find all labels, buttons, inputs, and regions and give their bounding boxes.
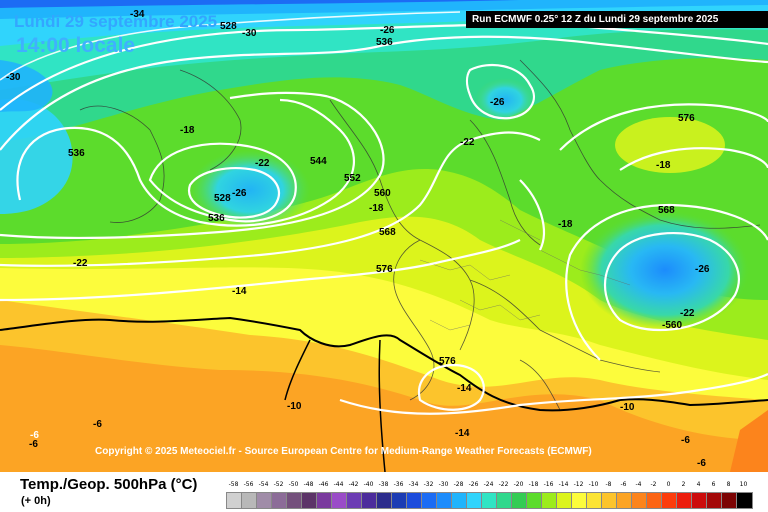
scale-tick-label: -38: [378, 481, 389, 488]
scale-tick-label: -14: [558, 481, 569, 488]
legend-title: Temp./Geop. 500hPa (°C): [20, 476, 198, 493]
legend-subtitle: (+ 0h): [21, 495, 51, 507]
map-label: 560: [374, 188, 391, 199]
map-label: -14: [457, 383, 472, 394]
model-run-info: Run ECMWF 0.25° 12 Z du Lundi 29 septemb…: [466, 11, 768, 28]
map-label: 576: [439, 356, 456, 367]
scale-tick-label: -48: [303, 481, 314, 488]
map-label: -6: [697, 458, 706, 469]
africa-coastline: [0, 316, 768, 412]
geopotential-contours: [0, 23, 768, 415]
map-label: -22: [255, 158, 270, 169]
map-label: -6: [93, 419, 102, 430]
map-label: -18: [180, 125, 195, 136]
scale-swatch: [736, 492, 753, 509]
map-label: -18: [656, 160, 671, 171]
scale-tick-label: -46: [318, 481, 329, 488]
scale-tick-label: -44: [333, 481, 344, 488]
scale-tick-label: 4: [696, 481, 701, 488]
map-label: 544: [310, 156, 327, 167]
scale-tick-label: -32: [423, 481, 434, 488]
country-borders: [419, 219, 631, 331]
scale-tick-label: -26: [468, 481, 479, 488]
map-label: -34: [130, 9, 145, 20]
scale-tick-label: 0: [666, 481, 671, 488]
copyright-notice: Copyright © 2025 Meteociel.fr - Source E…: [95, 446, 592, 457]
legend: Temp./Geop. 500hPa (°C) (+ 0h) -58 -56 -54…: [0, 472, 768, 512]
forecast-date: Lundi 29 septembre 2025: [14, 12, 218, 31]
scale-tick-label: -30: [438, 481, 449, 488]
map-label: -14: [455, 428, 470, 439]
map-label: -18: [558, 219, 573, 230]
map-label: 552: [344, 173, 361, 184]
scale-tick-label: -18: [528, 481, 539, 488]
map-label: 568: [658, 205, 675, 216]
scale-tick-label: -50: [288, 481, 299, 488]
scale-tick-label: -12: [573, 481, 584, 488]
scale-tick-label: 6: [711, 481, 716, 488]
map-label: -30: [6, 72, 21, 83]
scale-tick-label: -16: [543, 481, 554, 488]
scale-tick-label: -20: [513, 481, 524, 488]
scale-tick-label: -56: [243, 481, 254, 488]
scale-tick-label: -36: [393, 481, 404, 488]
map-label: 528: [214, 193, 231, 204]
map-label: -18: [369, 203, 384, 214]
map-label: -6: [681, 435, 690, 446]
map-canvas: [0, 0, 768, 472]
local-time: 14:00 locale: [16, 34, 136, 57]
map-label: 536: [208, 213, 225, 224]
scale-tick-label: -40: [363, 481, 374, 488]
map-label: -6: [30, 430, 39, 441]
scale-tick-label: -4: [635, 481, 642, 488]
map-label: -6: [29, 439, 38, 450]
map-label: -14: [232, 286, 247, 297]
map-label: -26: [232, 188, 247, 199]
scale-tick-label: -28: [453, 481, 464, 488]
scale-tick-label: -34: [408, 481, 419, 488]
map-label: -22: [73, 258, 88, 269]
scale-tick-label: 8: [726, 481, 731, 488]
map-label: 536: [376, 37, 393, 48]
map-label: -26: [380, 25, 395, 36]
map-label: 576: [376, 264, 393, 275]
map-label: -22: [680, 308, 695, 319]
map-label: 528: [220, 21, 237, 32]
scale-tick-label: 2: [681, 481, 686, 488]
scale-tick-label: -58: [228, 481, 239, 488]
map-label: -30: [242, 28, 257, 39]
map-label: -560: [662, 320, 683, 331]
scale-tick-label: -8: [605, 481, 612, 488]
scale-tick-label: -42: [348, 481, 359, 488]
map-label: -22: [460, 137, 475, 148]
scale-tick-label: -52: [273, 481, 284, 488]
scale-tick-label: -22: [498, 481, 509, 488]
map-label: -10: [287, 401, 302, 412]
scale-tick-label: -54: [258, 481, 269, 488]
scale-tick-label: -10: [588, 481, 599, 488]
scale-tick-label: -6: [620, 481, 627, 488]
map-label: 568: [379, 227, 396, 238]
map-label: -10: [620, 402, 635, 413]
weather-map: Lundi 29 septembre 2025 14:00 locale Run…: [0, 0, 768, 472]
scale-tick-label: 10: [739, 481, 748, 488]
map-label: 536: [68, 148, 85, 159]
map-label: -26: [490, 97, 505, 108]
map-label: 576: [678, 113, 695, 124]
scale-tick-label: -2: [650, 481, 657, 488]
map-label: -26: [695, 264, 710, 275]
scale-tick-label: -24: [483, 481, 494, 488]
